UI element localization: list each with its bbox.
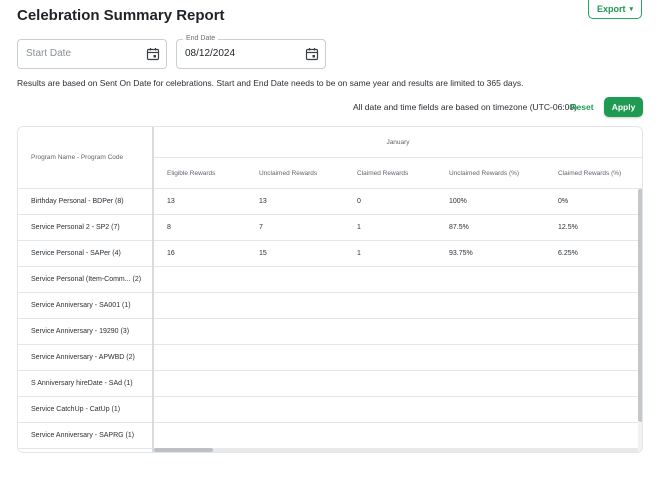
table-cell: 6.25% (558, 250, 578, 257)
table-row-name: Service Personal - SAPer (4) (18, 241, 152, 267)
column-header: Unclaimed Rewards (259, 169, 318, 177)
table-cell: 93.75% (449, 250, 473, 257)
apply-button[interactable]: Apply (604, 97, 643, 117)
table-row (154, 371, 642, 397)
program-name-column: Program Name - Program Code Birthday Per… (18, 127, 154, 452)
table-row (154, 345, 642, 371)
end-date-value: 08/12/2024 (185, 48, 236, 59)
table-cell: 13 (259, 198, 267, 205)
summary-table: Program Name - Program Code Birthday Per… (17, 126, 643, 453)
table-cell: 12.5% (558, 224, 578, 231)
table-row-name: Service CatchUp - CatUp (1) (18, 397, 152, 423)
chevron-down-icon: ▾ (629, 6, 634, 13)
reset-button[interactable]: Reset (570, 102, 594, 112)
column-header: Unclaimed Rewards (%) (449, 169, 520, 177)
table-cell: 87.5% (449, 224, 469, 231)
table-row-name: Service Personal (Item-Comm... (2) (18, 267, 152, 293)
table-cell: 8 (167, 224, 171, 231)
table-row (154, 319, 642, 345)
table-row (154, 423, 642, 449)
column-header-row: Eligible Rewards Unclaimed Rewards Claim… (154, 158, 642, 189)
table-row (154, 397, 642, 423)
column-header: Claimed Rewards (%) (558, 169, 622, 177)
program-name-header: Program Name - Program Code (18, 127, 152, 189)
table-scroll-area[interactable]: January Eligible Rewards Unclaimed Rewar… (154, 127, 642, 452)
table-row-name: Service Anniversary - SA001 (1) (18, 293, 152, 319)
table-cell: 1 (357, 224, 361, 231)
table-row-name: Birthday Personal - BDPer (8) (18, 189, 152, 215)
table-row: 16 15 1 93.75% 6.25% (154, 241, 642, 267)
export-label: Export (596, 4, 626, 14)
table-row-name: Service Anniversary - SAPRG (1) (18, 423, 152, 449)
table-row-name: S Anniversary hireDate - SAd (1) (18, 371, 152, 397)
end-date-field[interactable]: End Date 08/12/2024 (176, 35, 326, 69)
info-text: Results are based on Sent On Date for ce… (17, 78, 524, 88)
timezone-note: All date and time fields are based on ti… (353, 102, 577, 112)
table-cell: 0 (357, 198, 361, 205)
table-cell: 100% (449, 198, 467, 205)
table-row: 8 7 1 87.5% 12.5% (154, 215, 642, 241)
table-cell: 0% (558, 198, 569, 205)
page-title: Celebration Summary Report (17, 7, 225, 24)
table-row (154, 293, 642, 319)
export-button[interactable]: Export ▾ (588, 0, 642, 19)
horizontal-scrollbar[interactable] (154, 448, 213, 452)
vertical-scrollbar[interactable] (638, 189, 642, 422)
end-date-label: End Date (183, 35, 219, 42)
table-cell: 13 (167, 198, 175, 205)
column-header: Eligible Rewards (167, 169, 216, 177)
table-row (154, 267, 642, 293)
table-cell: 15 (259, 250, 267, 257)
table-cell: 16 (167, 250, 175, 257)
start-date-field[interactable]: Start Date (17, 39, 167, 69)
calendar-icon[interactable] (146, 47, 160, 61)
table-row: 13 13 0 100% 0% (154, 189, 642, 215)
calendar-icon[interactable] (305, 47, 319, 61)
horizontal-scrollbar-track[interactable] (154, 448, 638, 452)
table-row-name: Service Anniversary - APWBD (2) (18, 345, 152, 371)
start-date-placeholder: Start Date (26, 48, 72, 59)
table-cell: 7 (259, 224, 263, 231)
table-cell: 1 (357, 250, 361, 257)
table-row-name: Service Personal 2 - SP2 (7) (18, 215, 152, 241)
month-header: January (154, 127, 642, 158)
column-header: Claimed Rewards (357, 169, 409, 177)
table-row-name: Service Anniversary - 19290 (3) (18, 319, 152, 345)
